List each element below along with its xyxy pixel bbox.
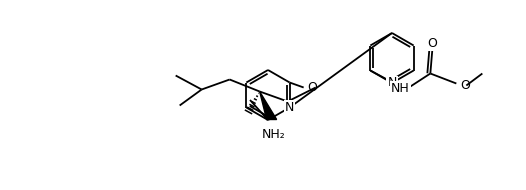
Text: O: O (460, 79, 470, 92)
Text: O: O (308, 81, 318, 94)
Text: NH₂: NH₂ (262, 128, 286, 142)
Text: N: N (387, 77, 397, 89)
Text: O: O (428, 37, 437, 50)
Text: NH: NH (391, 82, 410, 95)
Polygon shape (260, 92, 277, 120)
Text: N: N (285, 101, 295, 114)
